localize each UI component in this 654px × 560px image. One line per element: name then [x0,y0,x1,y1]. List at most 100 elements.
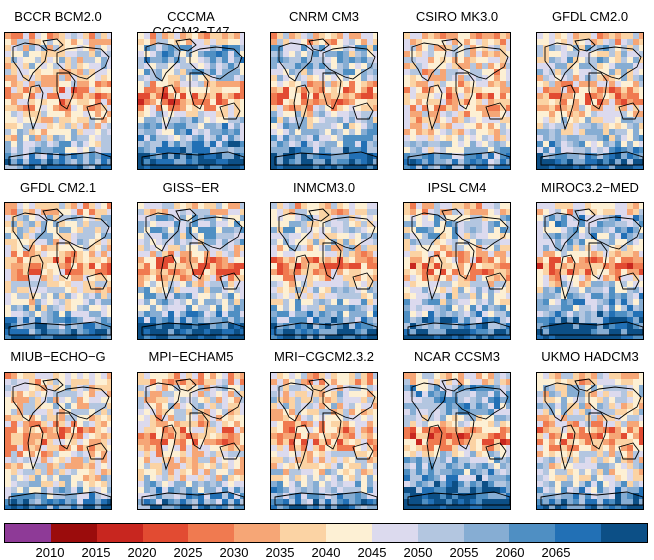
grid-cell [59,123,65,129]
grid-cell [428,275,434,281]
grid-cell [107,481,111,487]
grid-cell [101,51,107,57]
grid-cell [89,159,95,165]
grid-cell [53,227,59,233]
grid-cell [464,209,470,215]
grid-cell [301,117,307,123]
grid-cell [440,287,446,293]
grid-cell [77,227,83,233]
grid-cell [343,257,349,263]
grid-cell [422,239,428,245]
grid-cell [446,305,452,311]
grid-cell [47,135,53,141]
grid-cell [458,159,464,165]
grid-cell [5,415,11,421]
grid-cell [361,245,367,251]
grid-cell [23,81,29,87]
grid-cell [621,63,627,69]
grid-cell [271,311,277,317]
grid-cell [5,63,11,69]
grid-cell [488,87,494,93]
grid-cell [585,263,591,269]
grid-cell [47,281,53,287]
grid-cell [627,221,633,227]
grid-cell [150,427,156,433]
grid-cell [11,463,17,469]
grid-cell [325,69,331,75]
grid-cell [71,51,77,57]
grid-cell [35,153,41,159]
grid-cell [591,257,597,263]
grid-cell [162,275,168,281]
grid-cell [5,87,11,93]
grid-cell [17,385,23,391]
grid-cell [422,105,428,111]
grid-cell [11,427,17,433]
grid-cell [458,123,464,129]
grid-cell [23,215,29,221]
grid-cell [156,227,162,233]
grid-cell [17,493,23,499]
grid-cell [41,81,47,87]
grid-cell [228,257,234,263]
grid-cell [59,117,65,123]
grid-cell [186,293,192,299]
grid-cell [573,105,579,111]
grid-cell [609,299,615,305]
grid-cell [488,335,494,339]
grid-cell [186,409,192,415]
grid-cell [107,293,111,299]
grid-cell [367,93,373,99]
grid-cell [156,99,162,105]
grid-cell [343,105,349,111]
grid-cell [47,439,53,445]
coastline [278,42,314,82]
grid-cell [633,51,639,57]
grid-cell [331,251,337,257]
grid-cell [561,299,567,305]
grid-cell [186,451,192,457]
grid-cell [59,87,65,93]
grid-cell [633,329,639,335]
grid-cell [621,221,627,227]
grid-cell [5,299,11,305]
grid-cell [615,269,621,275]
grid-cell [337,123,343,129]
grid-cell [615,153,621,159]
grid-cell [95,269,101,275]
grid-cell [561,153,567,159]
grid-cell [325,63,331,69]
grid-cell [53,505,59,509]
grid-cell [410,311,416,317]
grid-cell [482,33,488,39]
grid-cell [603,123,609,129]
grid-cell [476,129,482,135]
grid-cell [216,39,222,45]
grid-cell [228,457,234,463]
grid-cell [17,57,23,63]
grid-cell [228,63,234,69]
grid-cell [186,141,192,147]
grid-cell [446,287,452,293]
grid-cell [216,221,222,227]
grid-cell [198,263,204,269]
grid-cell [627,281,633,287]
coastline [27,254,44,301]
grid-cell [174,463,180,469]
grid-cell [573,57,579,63]
grid-cell [180,329,186,335]
grid-cell [452,311,458,317]
grid-cell [621,311,627,317]
grid-cell [295,51,301,57]
grid-cell [615,123,621,129]
grid-cell [234,221,240,227]
grid-cell [107,203,111,209]
grid-cell [307,221,313,227]
grid-cell [180,269,186,275]
grid-cell [434,75,440,81]
grid-cell [331,63,337,69]
grid-cell [615,311,621,317]
grid-cell [361,233,367,239]
grid-cell [452,293,458,299]
grid-cell [561,203,567,209]
